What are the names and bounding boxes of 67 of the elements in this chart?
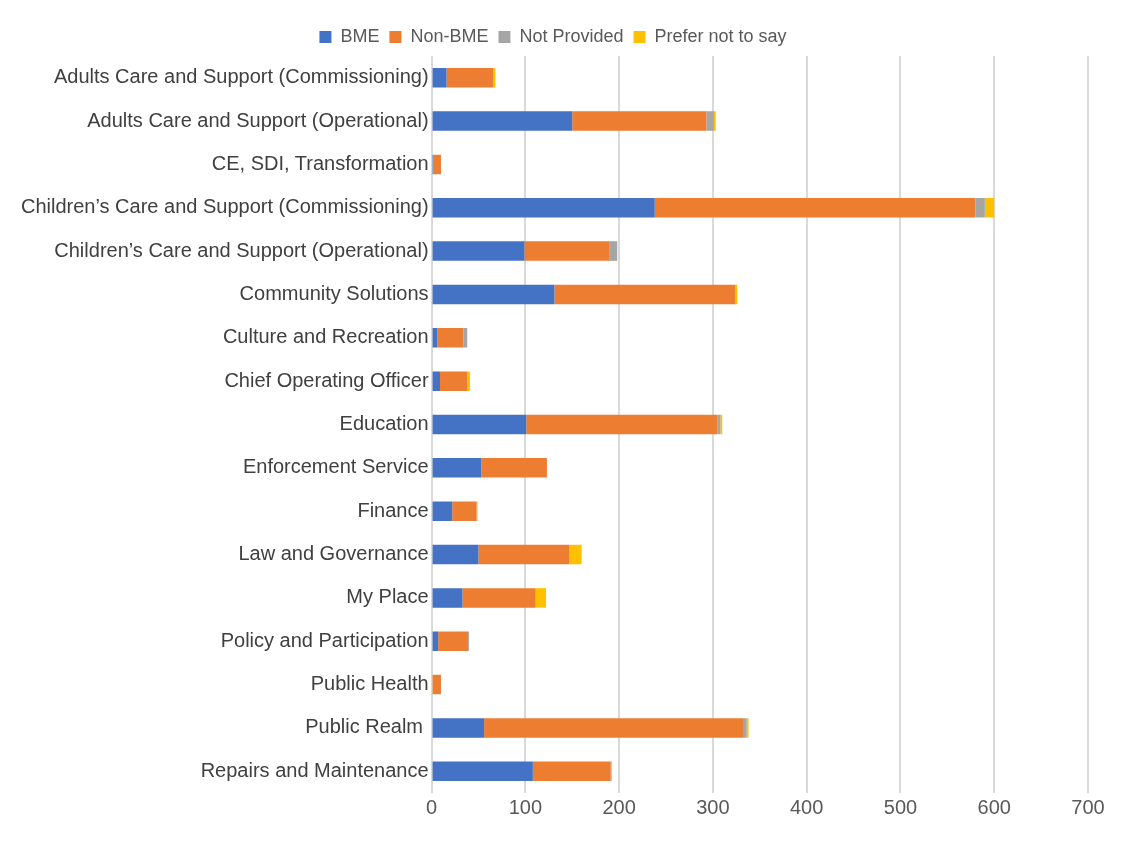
bar (569, 544, 582, 565)
bar (462, 588, 536, 608)
bar (975, 197, 985, 218)
bar (432, 197, 655, 218)
x-tick-label: 200 (602, 795, 636, 818)
bar (437, 328, 464, 348)
bar (432, 674, 441, 695)
y-tick-label: My Place (346, 585, 429, 608)
y-tick-label: Children’s Care and Support (Commissioning) (20, 195, 429, 218)
x-tick-label: 100 (508, 795, 543, 818)
bar (432, 67, 447, 88)
y-tick-label: Public Realm (305, 715, 429, 738)
bar (446, 67, 494, 88)
bar (535, 588, 546, 608)
y-tick-label: Public Health (310, 672, 429, 695)
bar (432, 544, 479, 565)
bar (609, 241, 618, 261)
y-tick-label: Policy and Participation (220, 628, 429, 651)
x-tick-label: 600 (977, 795, 1011, 818)
bar (440, 371, 468, 391)
legend-label: Prefer not to say (654, 25, 787, 46)
x-tick-label: 300 (696, 795, 730, 818)
x-tick-label: 500 (883, 795, 918, 818)
bar (432, 718, 485, 738)
bar (467, 371, 471, 391)
bar (524, 241, 610, 261)
y-tick-label: Enforcement Service (242, 455, 429, 478)
bar (432, 458, 482, 478)
y-tick-label: Finance (357, 498, 429, 521)
bar (452, 501, 477, 521)
y-tick-label: CE, SDI, Transformation (211, 151, 429, 174)
x-tick-label: 0 (426, 795, 438, 818)
bar (432, 588, 463, 608)
bar (554, 284, 736, 305)
y-tick-label: Law and Governance (238, 542, 429, 565)
bar (432, 111, 573, 131)
legend-label: Not Provided (519, 25, 624, 46)
bar (432, 241, 525, 261)
y-tick-label: Education (339, 412, 429, 435)
bar (478, 544, 570, 565)
bar (433, 154, 441, 175)
legend-label: BME (340, 25, 380, 46)
bar (432, 371, 441, 391)
bar (532, 761, 611, 782)
bar (438, 631, 469, 652)
bar (526, 414, 718, 435)
y-tick-label: Adults Care and Support (Commissioning) (53, 65, 429, 88)
y-tick-label: Adults Care and Support (Operational) (87, 108, 429, 131)
bar (432, 501, 453, 521)
y-tick-label: Chief Operating Officer (224, 368, 429, 391)
bar (572, 111, 707, 131)
x-tick-label: 400 (789, 795, 824, 818)
legend-label: Non-BME (410, 25, 489, 46)
x-tick-label: 700 (1071, 795, 1105, 818)
y-tick-label: Culture and Recreation (222, 325, 429, 348)
bar (463, 328, 468, 348)
bar (706, 111, 714, 131)
bar (432, 761, 533, 782)
bar (481, 458, 547, 478)
bar (654, 197, 976, 218)
y-tick-label: Community Solutions (239, 281, 429, 304)
bar (432, 414, 527, 435)
y-tick-label: Children’s Care and Support (Operational) (54, 238, 429, 261)
y-tick-label: Repairs and Maintenance (200, 758, 429, 781)
bar (984, 197, 995, 218)
bar (484, 718, 744, 738)
bar (432, 284, 555, 305)
